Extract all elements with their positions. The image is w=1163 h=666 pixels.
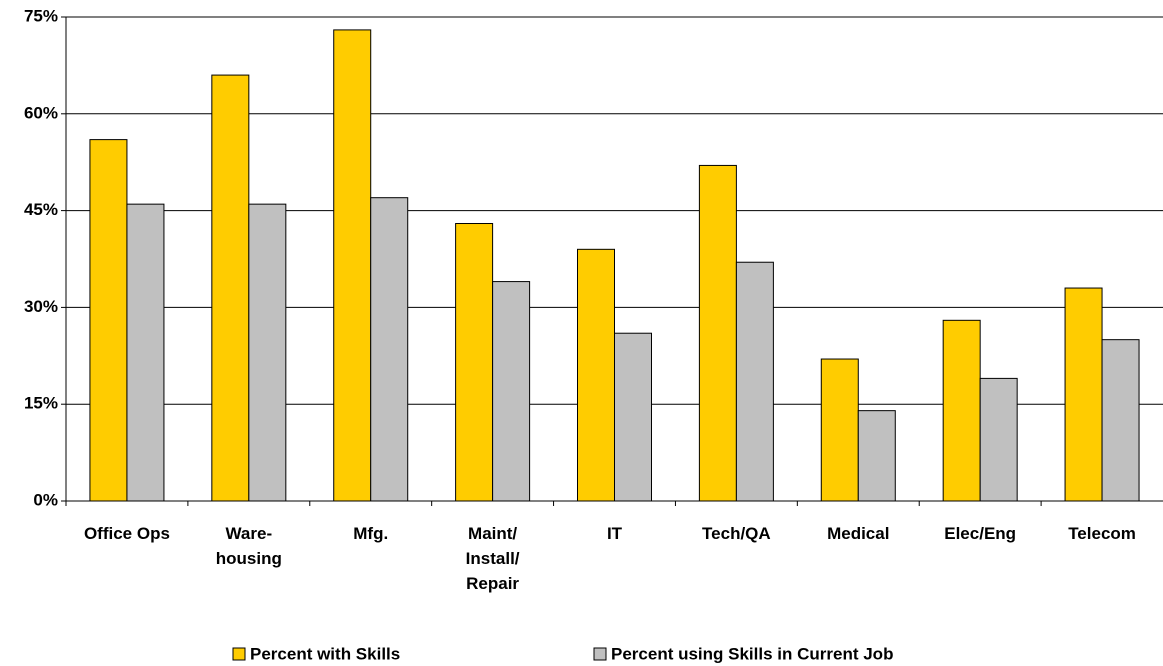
legend-swatch bbox=[232, 647, 246, 661]
bar bbox=[455, 223, 494, 502]
bar bbox=[1101, 339, 1140, 502]
bar bbox=[614, 332, 652, 502]
legend-label: Percent with Skills bbox=[250, 644, 400, 663]
legend-label: Percent using Skills in Current Job bbox=[611, 644, 893, 663]
y-tick-label: 15% bbox=[24, 394, 58, 413]
bar bbox=[577, 248, 615, 502]
y-tick-label: 75% bbox=[24, 6, 58, 25]
y-tick-label: 45% bbox=[24, 200, 58, 219]
x-tick-label: Ware- housing bbox=[215, 524, 282, 568]
bar bbox=[126, 203, 165, 502]
bar bbox=[1064, 287, 1103, 502]
legend-swatch bbox=[593, 647, 607, 661]
x-tick-label: Tech/QA bbox=[702, 524, 771, 543]
bar bbox=[492, 281, 531, 502]
bar bbox=[698, 164, 737, 502]
x-tick-label: Mfg. bbox=[353, 524, 389, 543]
bar bbox=[735, 261, 774, 502]
bar bbox=[370, 197, 409, 502]
y-tick-label: 30% bbox=[24, 297, 58, 316]
x-tick-label: Office Ops bbox=[83, 524, 170, 543]
y-tick-label: 0% bbox=[33, 490, 58, 509]
bar bbox=[89, 139, 128, 502]
bar bbox=[820, 358, 859, 502]
x-tick-label: Elec/Eng bbox=[944, 524, 1017, 543]
x-tick-label: IT bbox=[606, 524, 623, 543]
bar bbox=[248, 203, 287, 502]
y-tick-label: 60% bbox=[24, 103, 58, 122]
bar bbox=[942, 319, 981, 502]
bar bbox=[211, 74, 250, 502]
bar bbox=[979, 377, 1018, 502]
x-tick-label: Medical bbox=[827, 524, 890, 543]
x-tick-label: Maint/ Install/ Repair bbox=[465, 524, 520, 593]
bar bbox=[333, 29, 372, 502]
bar bbox=[857, 410, 896, 502]
x-tick-label: Telecom bbox=[1068, 524, 1136, 543]
